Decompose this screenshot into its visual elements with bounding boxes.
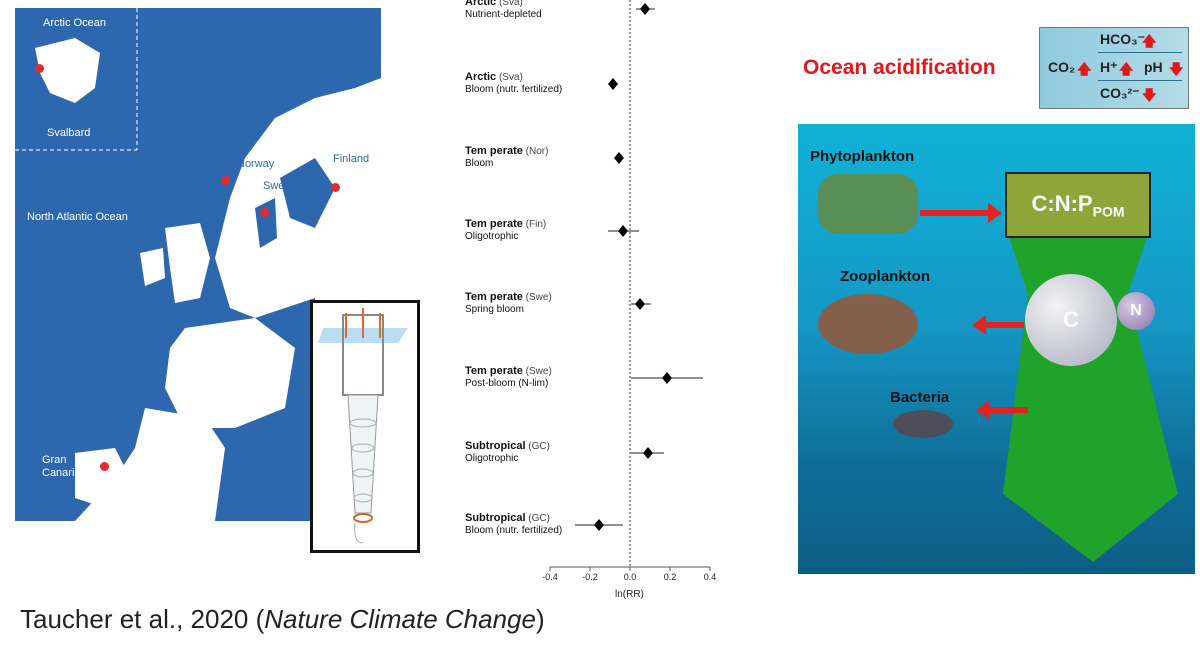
carbonate-chemistry-box: HCO₃⁻ 🡅 CO₂ 🡅 H⁺ 🡅 pH 🡇 CO₃²⁻ 🡇 [1039,27,1189,109]
co3-label: CO₃²⁻ [1100,85,1140,101]
ocean-scene: C:N:PPOM C N Phytoplankton Zooplankton B… [798,124,1195,574]
site-svalbard [35,64,44,73]
label-north-atlantic: North Atlantic Ocean [27,211,128,223]
estimate-diamond [618,225,628,237]
condition: Nutrient-depleted [465,9,542,20]
x-tick-label: -0.4 [542,572,558,582]
site-gran-canaria [100,462,109,471]
estimate-diamond [662,372,672,384]
arrow-to-zooplankton [986,322,1024,328]
row-label: Tem perate (Swe) Post-bloom (N-lim) [465,365,552,390]
condition: Oligotrophic [465,453,519,464]
arrowhead-icon [988,203,1002,223]
region: Tem perate [465,291,523,303]
citation-text: Taucher et al., 2020 ( [20,604,265,634]
pom-subscript: POM [1092,203,1125,220]
up-arrow-icon: 🡅 [1077,61,1092,77]
phytoplankton-label: Phytoplankton [810,148,915,165]
row-label: Arctic (Sva) Bloom (nutr. fertilized) [465,71,562,96]
x-tick-label: 0.4 [704,572,717,582]
citation: Taucher et al., 2020 (Nature Climate Cha… [20,604,545,635]
row-label: Tem perate (Swe) Spring bloom [465,291,552,316]
nitrogen-circle: N [1117,292,1155,330]
label-svalbard: Svalbard [47,127,91,139]
arrow-phyto-to-pom [920,210,990,216]
site: (Nor) [525,146,549,157]
row-label: Tem perate (Nor) Bloom [465,145,548,170]
citation-close: ) [535,604,545,634]
citation-journal: Nature Climate Change [264,604,536,634]
site: (Sva) [498,0,523,8]
label-gran-canaria: Gran Canaria [42,454,81,479]
site: (Swe) [525,292,552,303]
site-finland [331,183,340,192]
site: (Fin) [525,219,547,230]
plot-area: -0.4 -0.2 0.0 0.2 0.4 [542,0,717,582]
mesocosm-illustration [310,300,420,553]
site: (GC) [528,441,550,452]
cnp-pom-box: C:N:PPOM [1005,172,1151,238]
estimate-diamond [594,519,604,531]
region: Subtropical [465,512,526,524]
site: (Swe) [525,366,552,377]
europe-map: Arctic Ocean Svalbard Norway Sweden Finl… [15,8,381,521]
condition: Bloom [465,158,494,169]
site: (GC) [528,513,550,524]
cnp-label: C:N:P [1031,191,1093,216]
zooplankton-label: Zooplankton [840,268,930,285]
arrowhead-icon [976,400,990,420]
estimate-diamond [608,78,618,90]
down-arrow-icon: 🡇 [1169,61,1184,77]
label-sweden: Sweden [263,180,303,192]
region: Tem perate [465,365,523,377]
site-sweden [260,208,269,217]
label-norway: Norway [237,158,275,170]
condition: Bloom (nutr. fertilized) [465,84,563,95]
estimate-diamond [643,447,653,459]
hco3-label: HCO₃⁻ [1100,31,1145,47]
x-tick-label: 0.0 [624,572,637,582]
forest-plot: Arctic (Sva) Nutrient-depleted Arctic (Sva… [460,0,730,610]
row-label: Subtropical (GC) Oligotrophic [465,440,550,465]
region: Subtropical [465,440,526,452]
ocean-acidification-title: Ocean acidification [803,56,996,79]
co2-label: CO₂ [1048,59,1076,75]
arrow-to-bacteria [990,407,1028,413]
row-label: Arctic (Sva) Nutrient-depleted [465,0,542,21]
carbon-circle: C [1025,274,1117,366]
region: Tem perate [465,145,523,157]
ph-label: pH [1144,59,1163,75]
x-tick-label: -0.2 [582,572,598,582]
region: Arctic [465,71,497,83]
condition: Spring bloom [465,304,524,315]
site: (Sva) [498,72,523,83]
h-label: H⁺ [1100,59,1118,75]
condition: Post-bloom (N-lim) [465,378,549,389]
estimate-diamond [635,298,645,310]
up-arrow-icon: 🡅 [1142,33,1157,49]
arrowhead-icon [972,315,986,335]
row-label: Subtropical (GC) Bloom (nutr. fertilized) [465,512,562,537]
label-finland: Finland [333,153,370,165]
site-norway [221,176,230,185]
condition: Bloom (nutr. fertilized) [465,525,563,536]
x-axis-label: ln(RR) [615,589,644,600]
row-label: Tem perate (Fin) Oligotrophic [465,218,546,243]
region: Tem perate [465,218,523,230]
condition: Oligotrophic [465,231,519,242]
estimate-diamond [640,3,650,15]
estimate-diamond [614,152,624,164]
mesocosm-icon [318,308,408,544]
region: Arctic [465,0,497,8]
bacteria-label: Bacteria [890,389,950,406]
up-arrow-icon: 🡅 [1119,61,1134,77]
x-tick-label: 0.2 [664,572,677,582]
down-arrow-icon: 🡇 [1142,87,1157,103]
label-arctic-ocean: Arctic Ocean [43,17,106,29]
